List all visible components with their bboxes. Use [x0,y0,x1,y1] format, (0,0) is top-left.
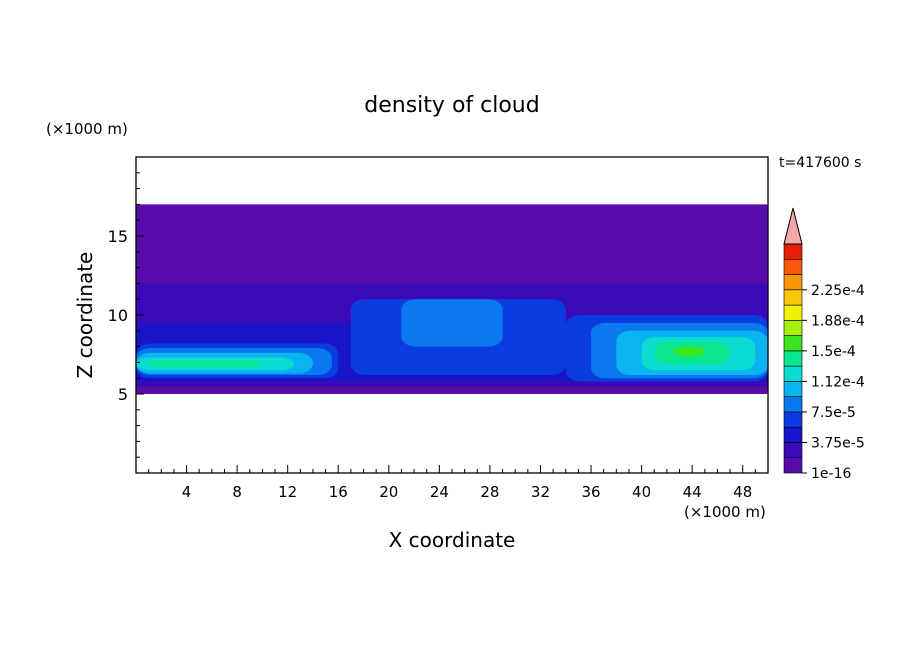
colorbar: 1e-16 3.75e-5 7.5e-5 1.12e-4 1.5e-4 1.88e-4 2.… [783,207,865,482]
colorbar-segment [783,304,803,321]
x-tick-label: 16 [329,483,348,501]
colorbar-segment [783,411,803,428]
density-region-7 [401,299,503,347]
x-axis: 4 8 12 16 20 24 28 32 36 40 44 48 [148,465,756,501]
colorbar-segment [783,243,803,260]
chart-title: density of cloud [364,93,539,118]
colorbar-label: 2.25e-4 [811,283,865,299]
x-tick-label: 48 [733,483,752,501]
colorbar-segment [783,350,803,367]
colorbar-segment [783,274,803,291]
y-axis-label: Z coordinate [73,252,97,379]
x-tick-label: 24 [430,483,449,501]
y-unit-label: (×1000 m) [46,120,128,138]
x-unit-label: (×1000 m) [684,503,766,521]
colorbar-segment [783,289,803,306]
colorbar-segment [783,320,803,336]
colorbar-label: 1.5e-4 [811,344,856,360]
x-tick-label: 20 [379,483,398,501]
x-tick-label: 36 [581,483,600,501]
colorbar-label: 1.12e-4 [811,374,865,390]
y-tick-label: 15 [108,227,128,246]
colorbar-label: 1.88e-4 [811,313,865,329]
colorbar-segment [783,381,803,397]
density-region-13 [148,360,263,368]
x-tick-label: 8 [232,483,242,501]
colorbar-segment [783,442,803,459]
colorbar-label: 3.75e-5 [811,435,865,451]
time-label: t=417600 s [779,155,861,171]
x-tick-label: 32 [531,483,550,501]
y-tick-label: 5 [118,385,128,404]
plot-area [136,204,768,394]
colorbar-label: 1e-16 [811,466,851,482]
colorbar-segment [783,335,803,352]
colorbar-segment [783,258,803,275]
colorbar-label: 7.5e-5 [811,405,856,421]
colorbar-extend-arrow [783,207,803,245]
x-tick-label: 40 [632,483,651,501]
colorbar-segment [783,426,803,443]
x-axis-label: X coordinate [389,528,516,552]
y-axis: 5 10 15 [108,172,144,458]
x-tick-label: 4 [182,483,192,501]
y-tick-label: 10 [108,306,128,325]
colorbar-segment [783,396,803,413]
colorbar-segment [783,365,803,382]
x-tick-label: 12 [278,483,297,501]
density-region-15 [673,346,705,357]
x-tick-label: 28 [480,483,499,501]
colorbar-segment [783,457,803,474]
x-tick-label: 44 [683,483,702,501]
